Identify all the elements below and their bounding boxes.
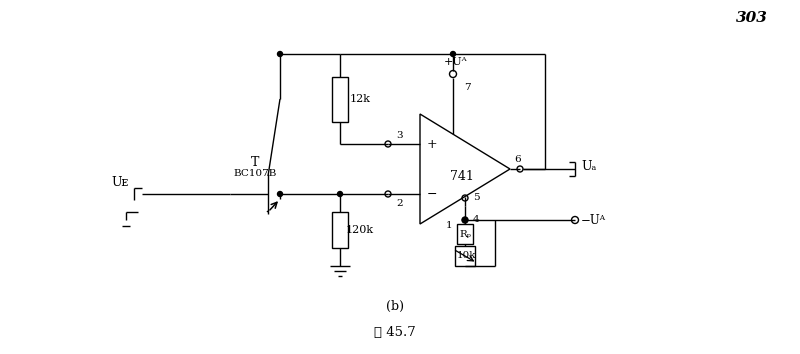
Bar — [332, 76, 348, 121]
Bar — [332, 212, 348, 248]
Text: 7: 7 — [464, 84, 470, 92]
Text: 303: 303 — [736, 11, 768, 25]
Text: 3: 3 — [397, 131, 403, 139]
Text: (b): (b) — [386, 299, 404, 313]
Text: −Uᴬ: −Uᴬ — [581, 213, 606, 227]
Circle shape — [278, 51, 282, 57]
Circle shape — [462, 217, 467, 223]
Text: 图 45.7: 图 45.7 — [374, 325, 416, 338]
Text: +Uᴬ: +Uᴬ — [444, 57, 468, 67]
Text: 120k: 120k — [346, 225, 374, 235]
Text: BC107B: BC107B — [234, 170, 277, 178]
Text: 2: 2 — [397, 199, 403, 207]
Bar — [455, 246, 475, 266]
Bar — [457, 224, 473, 244]
Text: 6: 6 — [514, 154, 522, 164]
Text: 10k: 10k — [458, 251, 477, 261]
Text: 5: 5 — [473, 194, 479, 202]
Text: Uᴇ: Uᴇ — [111, 176, 129, 188]
Text: 4: 4 — [473, 216, 479, 224]
Text: Rₚ: Rₚ — [459, 229, 471, 239]
Circle shape — [278, 192, 282, 196]
Circle shape — [338, 192, 342, 196]
Text: Uₐ: Uₐ — [582, 160, 597, 173]
Text: 741: 741 — [450, 171, 474, 183]
Text: T: T — [251, 155, 259, 169]
Text: 12k: 12k — [350, 94, 370, 104]
Text: +: + — [426, 137, 438, 150]
Text: 1: 1 — [446, 222, 452, 230]
Circle shape — [450, 51, 455, 57]
Text: −: − — [426, 188, 438, 200]
